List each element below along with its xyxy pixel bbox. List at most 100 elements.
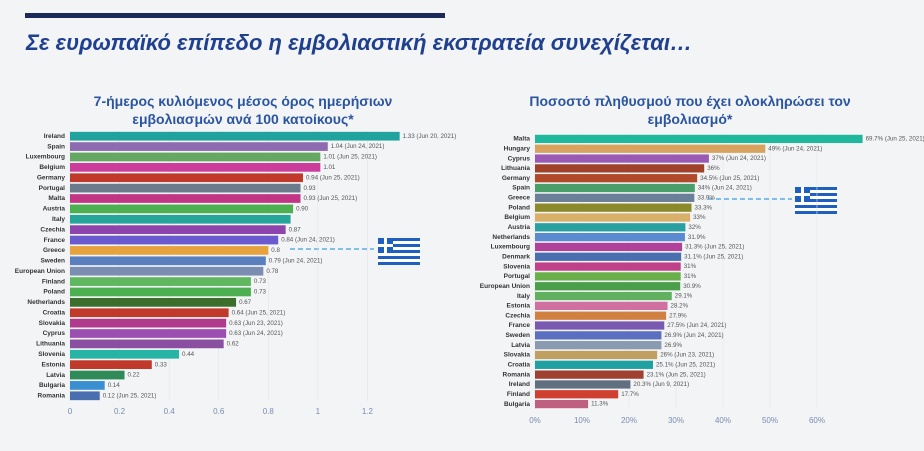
value-label: 31.3% (Jun 25, 2021) (685, 244, 744, 251)
bar (535, 331, 662, 340)
category-label: Sweden (40, 258, 65, 265)
value-label: 1.01 (Jun 25, 2021) (323, 154, 377, 161)
value-label: 49% (Jun 24, 2021) (768, 145, 822, 152)
value-label: 34.5% (Jun 25, 2021) (700, 175, 759, 182)
bar (535, 282, 681, 291)
category-label: Romania (503, 371, 531, 378)
bar (70, 204, 294, 214)
category-label: Portugal (504, 273, 531, 280)
category-label: Czechia (40, 226, 65, 233)
value-label: 0.93 (304, 185, 317, 192)
bar (70, 225, 286, 235)
headline: Σε ευρωπαϊκό επίπεδο η εμβολιαστική εκστ… (26, 30, 693, 55)
category-label: Cyprus (43, 330, 66, 337)
x-tick-label: 0.4 (164, 407, 176, 416)
bar (535, 262, 681, 271)
value-label: 33.9% (697, 194, 715, 201)
category-label: Spain (512, 185, 530, 192)
bar (70, 152, 321, 162)
bar (535, 242, 683, 252)
x-tick-label: 0% (529, 416, 541, 425)
category-label: Germany (502, 175, 531, 182)
value-label: 32% (688, 224, 701, 231)
bar (70, 318, 227, 328)
x-tick-label: 10% (574, 416, 590, 425)
value-label: 0.73 (254, 278, 267, 285)
category-label: European Union (15, 268, 65, 275)
category-label: Croatia (43, 309, 66, 316)
category-label: Latvia (511, 342, 530, 349)
bar (70, 349, 180, 359)
value-label: 0.8 (271, 247, 280, 254)
value-label: 0.84 (Jun 24, 2021) (281, 237, 335, 244)
bar (535, 164, 705, 173)
bar (70, 297, 237, 307)
category-label: Poland (43, 289, 65, 296)
bar (535, 183, 695, 193)
value-label: 28.2% (671, 303, 689, 310)
value-label: 11.3% (591, 401, 609, 408)
bar (70, 370, 125, 380)
value-label: 31% (684, 273, 697, 280)
bar (535, 390, 619, 399)
value-label: 26.9% (664, 342, 682, 349)
value-label: 1.01 (323, 164, 336, 171)
bar (70, 235, 279, 245)
bar (535, 291, 672, 301)
value-label: 0.44 (182, 351, 195, 358)
bar (535, 370, 644, 379)
bar (70, 339, 224, 349)
category-label: Austria (508, 224, 531, 231)
x-tick-label: 0.6 (213, 407, 225, 416)
value-label: 0.87 (289, 226, 302, 233)
category-label: Luxembourg (26, 154, 65, 161)
bar (70, 287, 251, 297)
category-label: Italy (52, 216, 65, 223)
bar (535, 311, 667, 320)
value-label: 0.62 (227, 341, 240, 348)
value-label: 27.5% (Jun 24, 2021) (667, 322, 726, 329)
x-tick-label: 40% (715, 416, 731, 425)
bar (535, 233, 685, 242)
value-label: 27.9% (669, 312, 687, 319)
category-label: Ireland (509, 381, 530, 388)
value-label: 0.63 (Jun 23, 2021) (229, 320, 283, 327)
bar (535, 144, 766, 153)
category-label: Bulgaria (39, 382, 65, 389)
value-label: 0.63 (Jun 24, 2021) (229, 330, 283, 337)
category-label: Poland (508, 204, 530, 211)
category-label: Greece (43, 247, 65, 254)
x-tick-label: 0.2 (114, 407, 126, 416)
category-label: Bulgaria (504, 401, 530, 408)
category-label: Cyprus (508, 155, 531, 162)
category-label: Belgium (504, 214, 530, 221)
value-label: 0.90 (296, 206, 309, 213)
category-label: Slovenia (38, 351, 65, 358)
bar (70, 173, 303, 183)
bar (535, 321, 665, 330)
category-label: France (44, 237, 66, 244)
value-label: 0.22 (128, 372, 141, 379)
bar (70, 246, 269, 255)
bar (535, 252, 682, 261)
category-label: Austria (43, 206, 66, 213)
bar (535, 203, 692, 212)
category-label: Finland (507, 391, 530, 398)
x-tick-label: 60% (809, 416, 825, 425)
category-label: Italy (517, 293, 530, 300)
value-label: 20.3% (Jun 9, 2021) (633, 381, 689, 388)
bar (535, 134, 863, 144)
greek-flag (795, 187, 837, 214)
category-label: Latvia (46, 372, 65, 379)
bar (70, 266, 264, 276)
bar (70, 142, 328, 151)
category-label: Malta (48, 195, 65, 202)
value-label: 0.93 (Jun 25, 2021) (304, 195, 358, 202)
category-label: Slovakia (39, 320, 66, 327)
value-label: 0.79 (Jun 24, 2021) (269, 257, 323, 264)
x-tick-label: 0 (68, 407, 73, 416)
bar (535, 213, 691, 222)
x-tick-label: 50% (762, 416, 778, 425)
value-label: 26.9% (Jun 24, 2021) (664, 332, 723, 339)
